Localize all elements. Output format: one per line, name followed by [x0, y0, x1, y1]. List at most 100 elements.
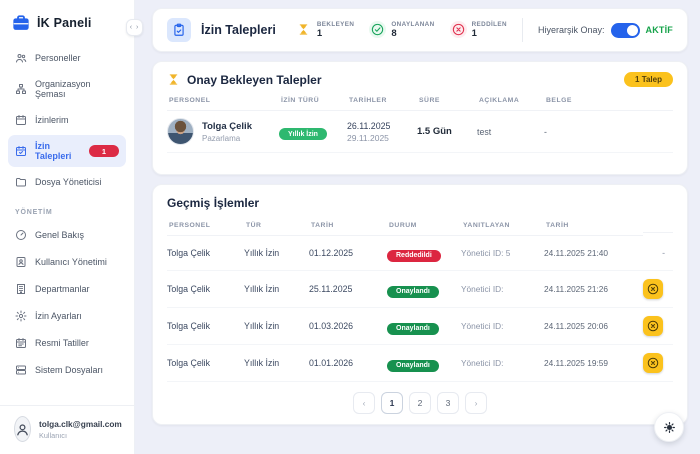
sidebar-item-label: Dosya Yöneticisi [35, 177, 102, 187]
status-badge: Onaylandı [387, 359, 439, 372]
stat-reddilen: REDDİLEN 1 [449, 21, 507, 39]
avatar [14, 416, 31, 442]
sidebar-item-organizasyon-semasi[interactable]: Organizasyon Şeması [8, 73, 126, 105]
sidebar-item-dosya-yoneticisi[interactable]: Dosya Yöneticisi [8, 170, 126, 194]
hourglass-icon [167, 73, 180, 86]
org-chart-icon [15, 83, 27, 95]
person-department: Pazarlama [202, 133, 241, 143]
stat-value: 1 [471, 27, 477, 39]
user-card-icon [15, 256, 27, 268]
toggle-label: Hiyerarşik Onay: [537, 25, 605, 35]
sidebar-item-label: Kullanıcı Yönetimi [35, 257, 107, 267]
app-logo: İK Paneli [8, 12, 126, 46]
theme-toggle-button[interactable] [654, 412, 684, 442]
leave-date: 01.01.2026 [309, 358, 354, 368]
sidebar-user-footer[interactable]: tolga.clk@gmail.com Kullanıcı [0, 405, 134, 454]
sidebar-collapse-button[interactable]: ‹ › [126, 19, 143, 36]
response-date: 24.11.2025 21:40 [544, 248, 608, 258]
pending-requests-panel: Onay Bekleyen Talepler 1 Talep PERSONEL … [152, 61, 688, 175]
leave-type-badge: Yıllık İzin [279, 128, 327, 140]
pagination-page-1[interactable]: 1 [381, 392, 403, 414]
chevrons-left-right-icon: ‹ › [129, 24, 140, 31]
toggle-state: AKTİF [645, 25, 673, 35]
pending-panel-title: Onay Bekleyen Talepler [187, 72, 322, 87]
stat-label: BEKLEYEN [316, 21, 355, 28]
calendar-icon [15, 114, 27, 126]
sidebar-item-resmi-tatiller[interactable]: Resmi Tatiller [8, 331, 126, 355]
leave-date: 01.03.2026 [309, 321, 354, 331]
cancel-leave-button[interactable] [643, 353, 663, 373]
pagination-prev-button[interactable]: ‹ [353, 392, 375, 414]
server-icon [15, 364, 27, 376]
pending-table-header: PERSONEL İZİN TÜRÜ TARİHLER SÜRE AÇIKLAM… [167, 87, 673, 111]
column-header-actions [643, 216, 673, 233]
hierarchical-approval-switch[interactable] [610, 22, 640, 38]
leave-description: test [477, 126, 492, 137]
column-header: TARİH [544, 212, 643, 236]
page-title: İzin Talepleri [201, 23, 276, 37]
leave-type: Yıllık İzin [244, 248, 280, 258]
divider [521, 18, 523, 42]
person-name: Tolga Çelik [167, 321, 211, 331]
person-name: Tolga Çelik [167, 248, 211, 258]
sidebar-section-yonetim: YÖNETİM [15, 209, 53, 216]
pending-panel-header: Onay Bekleyen Talepler 1 Talep [167, 72, 673, 87]
gear-icon [15, 310, 27, 322]
stat-label: ONAYLANAN [391, 21, 435, 28]
sidebar-item-kullanici-yonetimi[interactable]: Kullanıcı Yönetimi [8, 250, 126, 274]
x-circle-icon [647, 283, 659, 295]
column-header: DURUM [387, 212, 461, 236]
clipboard-icon [167, 18, 191, 42]
pagination-next-button[interactable]: › [465, 392, 487, 414]
sidebar-item-personeller[interactable]: Personeller [8, 46, 126, 70]
column-header: PERSONEL [167, 87, 279, 111]
person-icon [15, 422, 30, 437]
users-icon [15, 52, 27, 64]
cancel-leave-button[interactable] [643, 279, 663, 299]
briefcase-icon [12, 14, 30, 32]
column-header: BELGE [544, 87, 673, 111]
sidebar-item-label: Resmi Tatiller [35, 338, 89, 348]
avatar [167, 118, 194, 145]
sidebar-item-label: İzin Talepleri [35, 141, 72, 161]
app-title: İK Paneli [37, 16, 92, 30]
sidebar-item-label: Personeller [35, 53, 81, 63]
sidebar-item-izin-talepleri[interactable]: İzin Talepleri 1 [8, 135, 126, 167]
request-count-badge: 1 Talep [624, 72, 673, 87]
person-name: Tolga Çelik [202, 120, 252, 132]
leave-document: - [544, 126, 547, 137]
stat-label: REDDİLEN [471, 21, 507, 28]
sidebar-item-departmanlar[interactable]: Departmanlar [8, 277, 126, 301]
leave-type: Yıllık İzin [244, 321, 280, 331]
sidebar-item-sistem-dosyalari[interactable]: Sistem Dosyaları [8, 358, 126, 382]
check-circle-icon [369, 21, 387, 39]
user-email: tolga.clk@gmail.com [39, 418, 122, 429]
leave-date: 25.11.2025 [309, 284, 353, 294]
x-circle-icon [647, 320, 659, 332]
sidebar-item-izinlerim[interactable]: İzinlerim [8, 108, 126, 132]
x-circle-icon [647, 357, 659, 369]
column-header: YANITLAYAN [461, 212, 544, 236]
history-row[interactable]: Tolga Çelik Yıllık İzin 01.01.2026 Onayl… [167, 345, 673, 382]
stat-value: 1 [316, 27, 323, 39]
pending-request-row[interactable]: Tolga Çelik Pazarlama Yıllık İzin 26.11.… [167, 111, 673, 153]
hierarchical-approval-toggle-group: Hiyerarşik Onay: AKTİF [537, 22, 673, 38]
stat-bekleyen: BEKLEYEN 1 [295, 21, 355, 39]
sidebar-item-izin-ayarlari[interactable]: İzin Ayarları [8, 304, 126, 328]
person-name: Tolga Çelik [167, 284, 211, 294]
sidebar-item-label: Sistem Dosyaları [35, 365, 104, 375]
response-date: 24.11.2025 21:26 [544, 284, 608, 294]
pagination-page-2[interactable]: 2 [409, 392, 431, 414]
history-row[interactable]: Tolga Çelik Yıllık İzin 01.12.2025 Redde… [167, 236, 673, 271]
pending-count-badge: 1 [88, 145, 119, 157]
stat-value: 8 [391, 27, 397, 39]
history-row[interactable]: Tolga Çelik Yıllık İzin 25.11.2025 Onayl… [167, 271, 673, 308]
action-placeholder: - [662, 248, 665, 258]
history-row[interactable]: Tolga Çelik Yıllık İzin 01.03.2026 Onayl… [167, 308, 673, 345]
response-date: 24.11.2025 19:59 [544, 358, 608, 368]
sidebar-item-genel-bakis[interactable]: Genel Bakış [8, 223, 126, 247]
responder: Yönetici ID: [461, 284, 504, 294]
cancel-leave-button[interactable] [643, 316, 663, 336]
pagination-page-3[interactable]: 3 [437, 392, 459, 414]
history-panel-title: Geçmiş İşlemler [167, 196, 260, 210]
